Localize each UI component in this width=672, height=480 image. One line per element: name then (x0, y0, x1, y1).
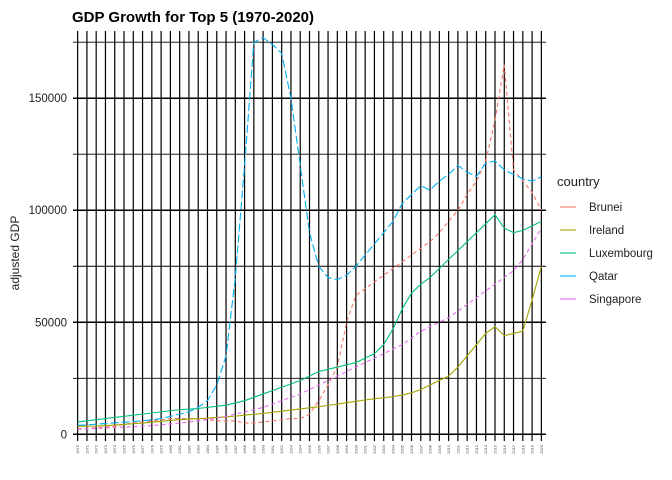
x-tick-label: 1976 (131, 444, 136, 454)
y-tick-label: 0 (61, 429, 67, 441)
x-tick-label: 2018 (520, 444, 525, 454)
x-tick-label: 2005 (400, 444, 405, 454)
x-tick-label: 1978 (149, 444, 154, 454)
plot-panel (73, 31, 546, 441)
x-tick-label: 2004 (390, 444, 395, 454)
series-line-ireland (77, 266, 542, 427)
legend: country Brunei Ireland Luxembourg Qatar Sing… (557, 174, 653, 306)
x-tick-label: 1996 (316, 444, 321, 454)
x-tick-label: 1997 (326, 444, 331, 454)
x-tick-label: 1973 (103, 444, 108, 454)
grid-major (73, 31, 546, 441)
x-tick-label: 2000 (353, 444, 358, 454)
legend-label-brunei: Brunei (589, 202, 622, 214)
x-tick-label: 2017 (511, 444, 516, 454)
x-tick-label: 2020 (539, 444, 544, 454)
y-axis-title: adjusted GDP (8, 216, 22, 291)
legend-title: country (557, 174, 600, 189)
legend-label-luxembourg: Luxembourg (589, 248, 653, 260)
x-tick-label: 1998 (335, 444, 340, 454)
series-line-luxembourg (77, 213, 542, 423)
x-tick-label: 2001 (363, 444, 368, 454)
x-tick-label: 1981 (177, 444, 182, 454)
x-tick-label: 2015 (492, 444, 497, 454)
x-tick-label: 2016 (502, 444, 507, 454)
legend-label-singapore: Singapore (589, 294, 641, 306)
x-tick-label: 2010 (446, 444, 451, 454)
x-tick-label: 1980 (168, 444, 173, 454)
chart-title: GDP Growth for Top 5 (1970-2020) (72, 9, 314, 26)
x-tick-label: 1988 (242, 444, 247, 454)
x-tick-label: 1975 (122, 444, 127, 454)
x-tick-label: 2013 (474, 444, 479, 454)
x-tick-label: 2012 (465, 444, 470, 454)
series-line-brunei (77, 64, 542, 430)
y-tick-label: 50000 (35, 317, 67, 329)
x-tick-label: 1982 (186, 444, 191, 454)
x-tick-label: 1974 (112, 444, 117, 454)
x-tick-label: 1995 (307, 444, 312, 454)
x-tick-label: 1992 (279, 444, 284, 454)
x-tick-label: 1972 (94, 444, 99, 454)
x-tick-label: 1985 (214, 444, 219, 454)
x-axis-ticks: 1970 1971 1972 1973 1974 1975 1976 1977 1978 1979… (75, 444, 544, 454)
x-tick-label: 1986 (224, 444, 229, 454)
x-tick-label: 1971 (84, 444, 89, 454)
x-tick-label: 1994 (298, 444, 303, 454)
x-tick-label: 2003 (381, 444, 386, 454)
x-tick-label: 2008 (428, 444, 433, 454)
x-tick-label: 1984 (205, 444, 210, 454)
series-lines (77, 37, 542, 430)
y-axis-ticks: 0 50000 100000 150000 (29, 93, 67, 441)
x-tick-label: 1979 (159, 444, 164, 454)
x-tick-label: 2007 (418, 444, 423, 454)
x-tick-label: 1983 (196, 444, 201, 454)
y-tick-label: 100000 (29, 205, 67, 217)
x-tick-label: 1991 (270, 444, 275, 454)
y-tick-label: 150000 (29, 93, 67, 105)
x-tick-label: 2014 (483, 444, 488, 454)
x-tick-label: 2006 (409, 444, 414, 454)
series-line-singapore (77, 227, 542, 430)
x-tick-label: 2002 (372, 444, 377, 454)
x-tick-label: 1987 (233, 444, 238, 454)
x-tick-label: 2019 (530, 444, 535, 454)
series-line-qatar (77, 37, 542, 426)
legend-label-qatar: Qatar (589, 271, 618, 283)
x-tick-label: 1999 (344, 444, 349, 454)
x-tick-label: 2009 (437, 444, 442, 454)
x-tick-label: 1993 (288, 444, 293, 454)
x-tick-label: 1970 (75, 444, 80, 454)
x-tick-label: 1977 (140, 444, 145, 454)
legend-label-ireland: Ireland (589, 225, 624, 237)
x-tick-label: 1990 (261, 444, 266, 454)
x-tick-label: 1989 (251, 444, 256, 454)
x-tick-label: 2011 (455, 444, 460, 453)
